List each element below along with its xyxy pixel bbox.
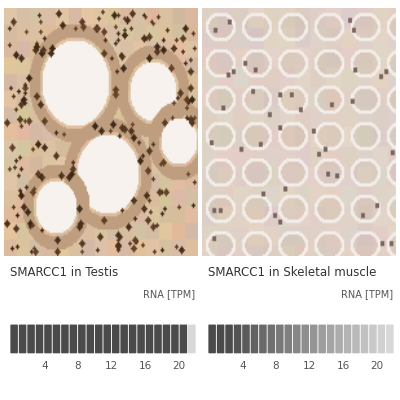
FancyBboxPatch shape (276, 324, 284, 353)
FancyBboxPatch shape (242, 324, 250, 353)
FancyBboxPatch shape (36, 324, 43, 353)
FancyBboxPatch shape (310, 324, 318, 353)
FancyBboxPatch shape (352, 324, 360, 353)
FancyBboxPatch shape (369, 324, 377, 353)
FancyBboxPatch shape (327, 324, 334, 353)
FancyBboxPatch shape (344, 324, 351, 353)
FancyBboxPatch shape (188, 324, 196, 353)
FancyBboxPatch shape (225, 324, 233, 353)
Text: 20: 20 (172, 361, 185, 371)
Text: RNA [TPM]: RNA [TPM] (143, 289, 195, 299)
FancyBboxPatch shape (95, 324, 102, 353)
FancyBboxPatch shape (70, 324, 77, 353)
FancyBboxPatch shape (129, 324, 136, 353)
FancyBboxPatch shape (268, 324, 275, 353)
FancyBboxPatch shape (10, 324, 18, 353)
Text: 12: 12 (303, 361, 316, 371)
FancyBboxPatch shape (120, 324, 128, 353)
Text: 12: 12 (105, 361, 118, 371)
FancyBboxPatch shape (171, 324, 179, 353)
FancyBboxPatch shape (217, 324, 224, 353)
FancyBboxPatch shape (27, 324, 35, 353)
FancyBboxPatch shape (335, 324, 343, 353)
FancyBboxPatch shape (259, 324, 267, 353)
Text: SMARCC1 in Skeletal muscle: SMARCC1 in Skeletal muscle (208, 266, 376, 279)
Text: 8: 8 (74, 361, 81, 371)
FancyBboxPatch shape (78, 324, 86, 353)
FancyBboxPatch shape (234, 324, 241, 353)
Text: 4: 4 (41, 361, 48, 371)
Text: SMARCC1 in Testis: SMARCC1 in Testis (10, 266, 118, 279)
Text: 8: 8 (272, 361, 279, 371)
FancyBboxPatch shape (19, 324, 26, 353)
Text: RNA [TPM]: RNA [TPM] (341, 289, 393, 299)
FancyBboxPatch shape (302, 324, 309, 353)
FancyBboxPatch shape (180, 324, 187, 353)
FancyBboxPatch shape (163, 324, 170, 353)
FancyBboxPatch shape (293, 324, 300, 353)
FancyBboxPatch shape (251, 324, 258, 353)
FancyBboxPatch shape (146, 324, 153, 353)
Text: 20: 20 (370, 361, 383, 371)
FancyBboxPatch shape (86, 324, 94, 353)
FancyBboxPatch shape (137, 324, 145, 353)
FancyBboxPatch shape (284, 324, 292, 353)
FancyBboxPatch shape (361, 324, 368, 353)
FancyBboxPatch shape (112, 324, 120, 353)
Text: 16: 16 (138, 361, 152, 371)
FancyBboxPatch shape (104, 324, 111, 353)
Text: 16: 16 (336, 361, 350, 371)
FancyBboxPatch shape (61, 324, 69, 353)
Text: 4: 4 (239, 361, 246, 371)
FancyBboxPatch shape (53, 324, 60, 353)
FancyBboxPatch shape (318, 324, 326, 353)
FancyBboxPatch shape (386, 324, 394, 353)
FancyBboxPatch shape (44, 324, 52, 353)
FancyBboxPatch shape (378, 324, 385, 353)
FancyBboxPatch shape (208, 324, 216, 353)
FancyBboxPatch shape (154, 324, 162, 353)
